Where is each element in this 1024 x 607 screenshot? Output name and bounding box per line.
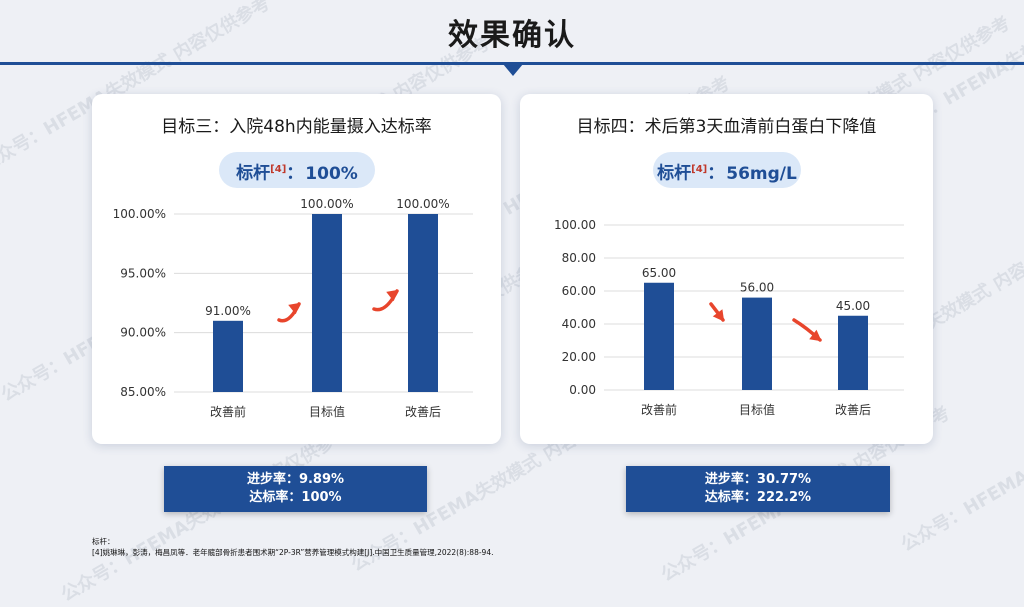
arrow-head (288, 302, 301, 315)
category-label: 改善后 (835, 402, 871, 417)
benchmark-separator: ： (286, 163, 304, 184)
benchmark-label: 标杆 (236, 163, 271, 184)
benchmark-badge-left: 标杆[4]： 100% (219, 152, 375, 188)
trend-arrow-icon (277, 302, 301, 323)
bar-3 (838, 315, 868, 390)
bar-chart-right: 0.00 20.00 40.00 60.00 80.00 100.00 65.00 改善前 56… (554, 218, 904, 417)
bar-2 (742, 297, 772, 390)
page-title: 效果确认 (448, 18, 576, 53)
bar-chart-left: 85.00% 90.00% 95.00% 100.00% 91.00% 改善前 100.00… (113, 197, 473, 419)
bar-1 (644, 282, 674, 390)
y-tick-label: 100.00 (554, 218, 596, 232)
y-tick-label: 85.00% (120, 385, 166, 399)
category-label: 目标值 (309, 404, 345, 419)
category-label: 改善前 (210, 404, 246, 419)
bar-3 (408, 214, 438, 392)
trend-arrow-icon (709, 302, 725, 322)
y-tick-label: 0.00 (569, 383, 596, 397)
y-tick-label: 60.00 (562, 284, 596, 298)
benchmark-separator: ： (707, 163, 725, 184)
benchmark-badge-right: 标杆[4]： 56mg/L (653, 152, 801, 188)
arrow-head (712, 309, 725, 322)
benchmark-value: 56mg/L (726, 163, 797, 184)
stats-box-left: 进步率：9.89% 达标率：100% (164, 466, 427, 512)
y-tick-label: 100.00% (113, 207, 166, 221)
y-tick-label: 80.00 (562, 251, 596, 265)
category-label: 改善前 (641, 402, 677, 417)
data-label: 100.00% (396, 197, 449, 211)
bar-1 (213, 320, 243, 392)
data-label: 56.00 (740, 281, 774, 295)
arrow-head (809, 329, 822, 342)
progress-rate-left: 进步率：9.89% (246, 472, 345, 487)
category-label: 目标值 (739, 402, 775, 417)
y-tick-label: 95.00% (120, 266, 166, 280)
footnote: 标杆： [4]姚琳琳，彭涛，梅昌凤等．老年髋部骨折患者围术期“2P-3R”营养管… (92, 536, 493, 558)
benchmark-value: 100% (305, 163, 358, 184)
arrow-head (386, 289, 399, 302)
benchmark-ref: [4] (270, 164, 287, 175)
progress-rate-right: 进步率：30.77% (704, 472, 812, 487)
data-label: 65.00 (642, 266, 676, 280)
title-pointer (503, 64, 523, 76)
chart-title-left: 目标三：入院48h内能量摄入达标率 (161, 117, 432, 137)
benchmark-label: 标杆 (657, 163, 692, 184)
y-tick-label: 40.00 (562, 317, 596, 331)
trend-arrow-icon (372, 289, 399, 312)
footnote-heading: 标杆： (92, 537, 115, 546)
data-label: 91.00% (205, 304, 251, 318)
chart-card-right: 目标四：术后第3天血清前白蛋白下降值 标杆[4]： 56mg/L 0.00 20.0… (520, 94, 933, 444)
achievement-rate-right: 达标率：222.2% (704, 490, 812, 505)
trend-arrow-icon (792, 318, 822, 342)
footnote-reference: [4]姚琳琳，彭涛，梅昌凤等．老年髋部骨折患者围术期“2P-3R”营养管理模式构… (92, 548, 494, 557)
data-label: 45.00 (836, 299, 870, 313)
y-tick-label: 20.00 (562, 350, 596, 364)
chart-title-right: 目标四：术后第3天血清前白蛋白下降值 (576, 117, 877, 137)
y-tick-label: 90.00% (120, 326, 166, 340)
stats-box-right: 进步率：30.77% 达标率：222.2% (626, 466, 890, 512)
category-label: 改善后 (405, 404, 441, 419)
achievement-rate-left: 达标率：100% (249, 490, 342, 505)
benchmark-ref: [4] (691, 164, 708, 175)
chart-card-left: 目标三：入院48h内能量摄入达标率 标杆[4]： 100% 85.00% 90.00… (92, 94, 501, 444)
bar-2 (312, 214, 342, 392)
data-label: 100.00% (300, 197, 353, 211)
watermark-text: 公众号：HFEMA失效模式 内容仅供参考 (57, 422, 354, 606)
title-underline (0, 62, 1024, 65)
